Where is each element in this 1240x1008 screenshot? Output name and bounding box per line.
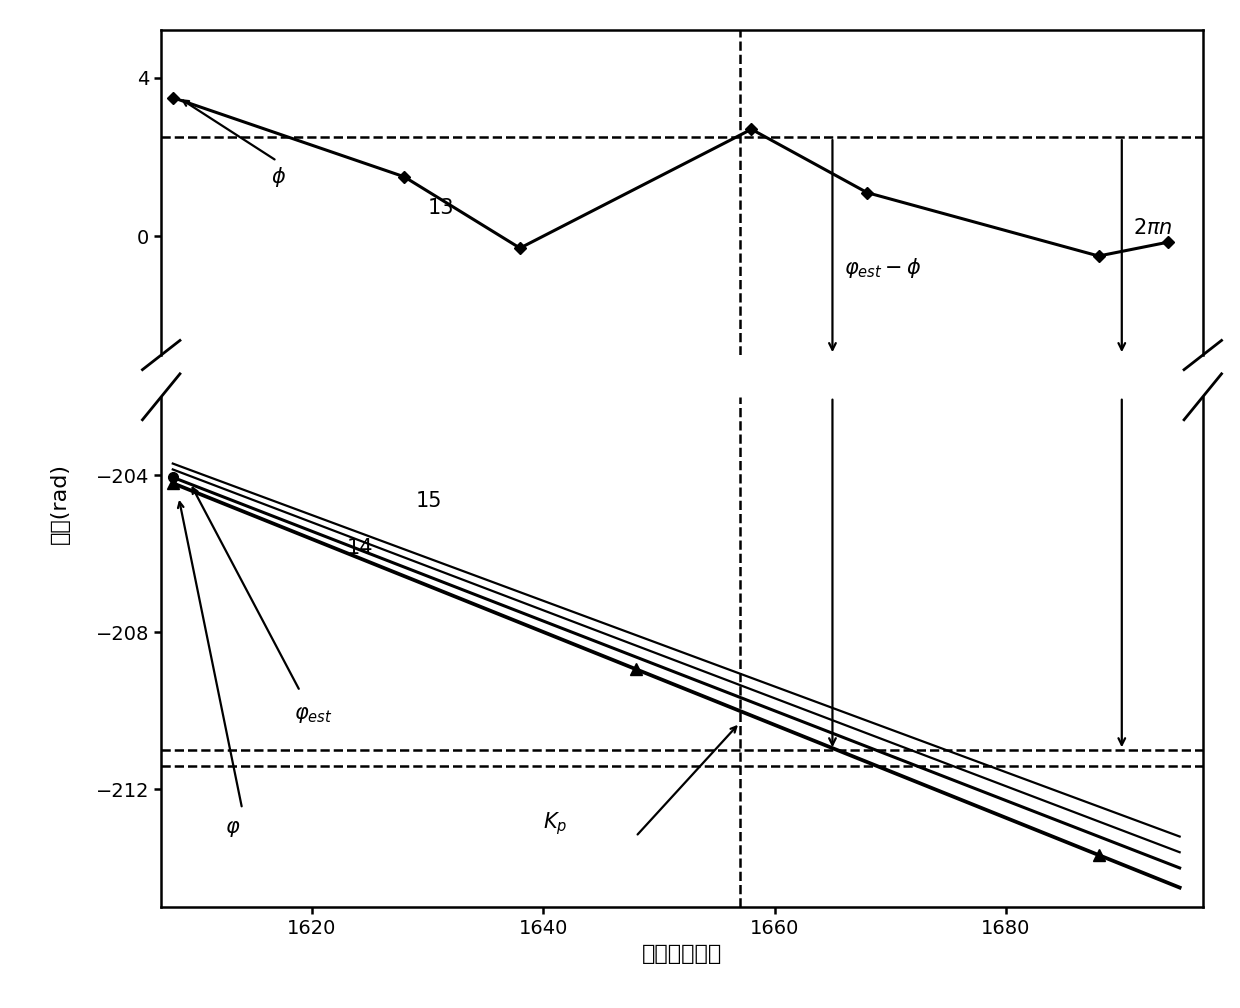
Text: $\varphi$: $\varphi$ [224, 818, 241, 839]
X-axis label: 包络峰値位置: 包络峰値位置 [642, 943, 722, 964]
Text: 15: 15 [415, 491, 443, 511]
Text: 13: 13 [428, 199, 454, 219]
Text: 14: 14 [346, 538, 373, 557]
Text: $\varphi_{est}$: $\varphi_{est}$ [294, 705, 332, 725]
Text: $2\pi n$: $2\pi n$ [1133, 219, 1173, 238]
Text: $K_p$: $K_p$ [543, 810, 568, 838]
Text: 相位(rad): 相位(rad) [50, 464, 69, 544]
Text: $\phi$: $\phi$ [272, 164, 286, 188]
Text: $\varphi_{est}-\phi$: $\varphi_{est}-\phi$ [844, 256, 921, 280]
